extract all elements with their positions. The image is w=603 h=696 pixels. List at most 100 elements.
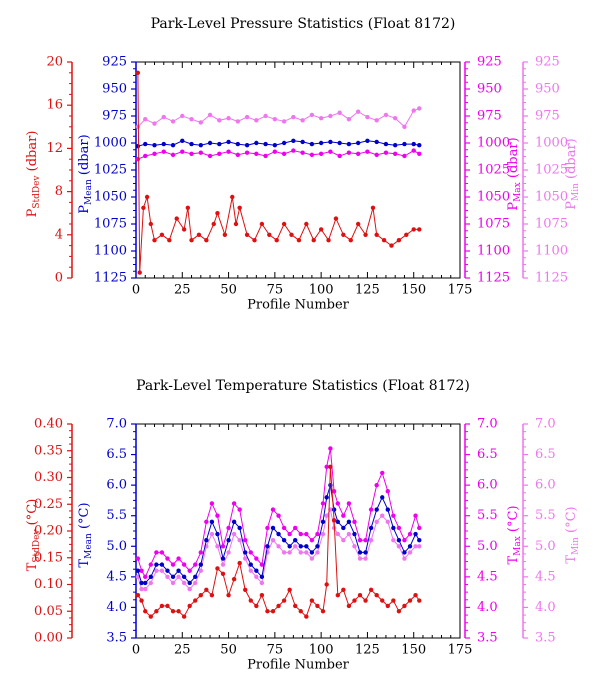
max-data-point — [281, 151, 287, 156]
mean-tick-label: 7.0 — [106, 417, 127, 432]
max-data-point — [180, 149, 185, 154]
min-data-point — [143, 117, 148, 122]
mean-data-point — [341, 525, 346, 531]
x-tick-label: 75 — [267, 283, 284, 298]
max-data-point — [368, 507, 374, 512]
min-data-point — [324, 513, 329, 518]
min-data-point — [391, 537, 396, 543]
min-data-point — [272, 117, 278, 122]
max-data-point — [281, 525, 287, 531]
max-tick-label: 950 — [477, 82, 502, 97]
stddev-data-point — [226, 593, 231, 598]
mean-data-point — [385, 507, 390, 512]
max-data-point — [402, 153, 407, 159]
x-tick-label: 25 — [174, 643, 191, 658]
x-tick-label: 50 — [220, 283, 237, 298]
max-data-point — [187, 568, 192, 573]
stddev-data-point — [215, 566, 220, 571]
x-tick-label: 150 — [401, 643, 426, 658]
min-tick-label: 3.5 — [535, 631, 556, 646]
mean-data-point — [328, 139, 333, 145]
mean-data-point — [161, 141, 166, 147]
stddev-data-point — [289, 232, 294, 237]
mean-data-point — [189, 141, 194, 147]
mean-data-point — [152, 142, 157, 148]
mean-data-point — [293, 537, 298, 543]
mean-data-point — [135, 144, 141, 149]
stddev-data-point — [304, 614, 309, 619]
stddev-data-point — [248, 598, 253, 603]
mean-data-point — [198, 562, 203, 567]
mean-data-point — [272, 142, 278, 148]
stddev-data-point — [144, 194, 150, 200]
max-data-point — [352, 519, 357, 525]
max-data-point — [254, 151, 259, 156]
max-data-point — [176, 556, 181, 561]
min-data-point — [189, 117, 194, 122]
max-data-point — [165, 556, 170, 561]
min-data-point — [341, 537, 346, 543]
stddev-data-point — [174, 216, 179, 221]
mean-data-point — [170, 574, 176, 580]
mean-data-point — [393, 142, 398, 148]
stddev-tick-label: 0.40 — [34, 417, 63, 432]
min-data-point — [417, 544, 422, 549]
mean-data-point — [181, 574, 187, 580]
min-data-point — [254, 574, 259, 580]
max-data-point — [337, 153, 342, 159]
stddev-data-point — [346, 603, 352, 609]
stddev-data-point — [259, 221, 265, 227]
mean-data-point — [220, 556, 226, 561]
min-data-point — [365, 114, 370, 120]
stddev-data-point — [270, 609, 276, 614]
x-tick-label: 0 — [132, 283, 140, 298]
stddev-data-point — [148, 221, 154, 227]
min-data-point — [226, 115, 231, 121]
stddev-data-point — [396, 238, 402, 243]
mean-data-point — [407, 544, 413, 549]
stddev-data-point — [233, 221, 239, 227]
min-data-point — [320, 531, 326, 537]
mean-tick-label: 1000 — [94, 136, 127, 151]
max-data-point — [385, 489, 390, 494]
mean-data-point — [331, 507, 337, 512]
min-data-point — [139, 586, 144, 592]
mean-tick-label: 4.0 — [106, 600, 127, 615]
stddev-data-point — [231, 576, 237, 582]
max-data-point — [324, 464, 329, 469]
plot-frame — [135, 61, 461, 279]
min-data-point — [293, 544, 298, 549]
stddev-tick-label: 0.20 — [34, 524, 63, 539]
stddev-data-point — [396, 609, 402, 614]
min-data-point — [337, 110, 342, 115]
stddev-data-point — [357, 593, 363, 598]
max-data-point — [217, 151, 222, 156]
mean-data-point — [417, 142, 422, 148]
min-tick-label: 5.5 — [535, 508, 556, 523]
max-tick-label: 5.5 — [477, 508, 498, 523]
mean-data-point — [276, 531, 281, 537]
min-data-point — [215, 544, 220, 549]
stddev-tick-label: 20 — [46, 55, 63, 70]
mean-data-point — [259, 574, 265, 580]
mean-tick-label: 6.0 — [106, 478, 127, 493]
min-data-point — [402, 556, 407, 561]
stddev-data-point — [380, 598, 385, 603]
max-data-point — [391, 513, 396, 518]
x-tick-label: 125 — [355, 643, 380, 658]
min-tick-label: 7.0 — [535, 417, 556, 432]
min-data-point — [352, 544, 357, 549]
mean-data-point — [226, 139, 231, 145]
mean-data-point — [380, 495, 385, 500]
stddev-data-point — [209, 593, 215, 598]
mean-data-point — [402, 550, 407, 555]
mean-data-point — [254, 140, 259, 146]
stddev-tick-label: 0.00 — [34, 631, 63, 646]
min-data-point — [374, 519, 379, 525]
max-tick-label: 975 — [477, 109, 502, 124]
min-data-point — [170, 580, 176, 586]
max-data-point — [189, 151, 194, 156]
min-tick-label: 1075 — [535, 217, 568, 232]
min-data-point — [383, 112, 389, 118]
